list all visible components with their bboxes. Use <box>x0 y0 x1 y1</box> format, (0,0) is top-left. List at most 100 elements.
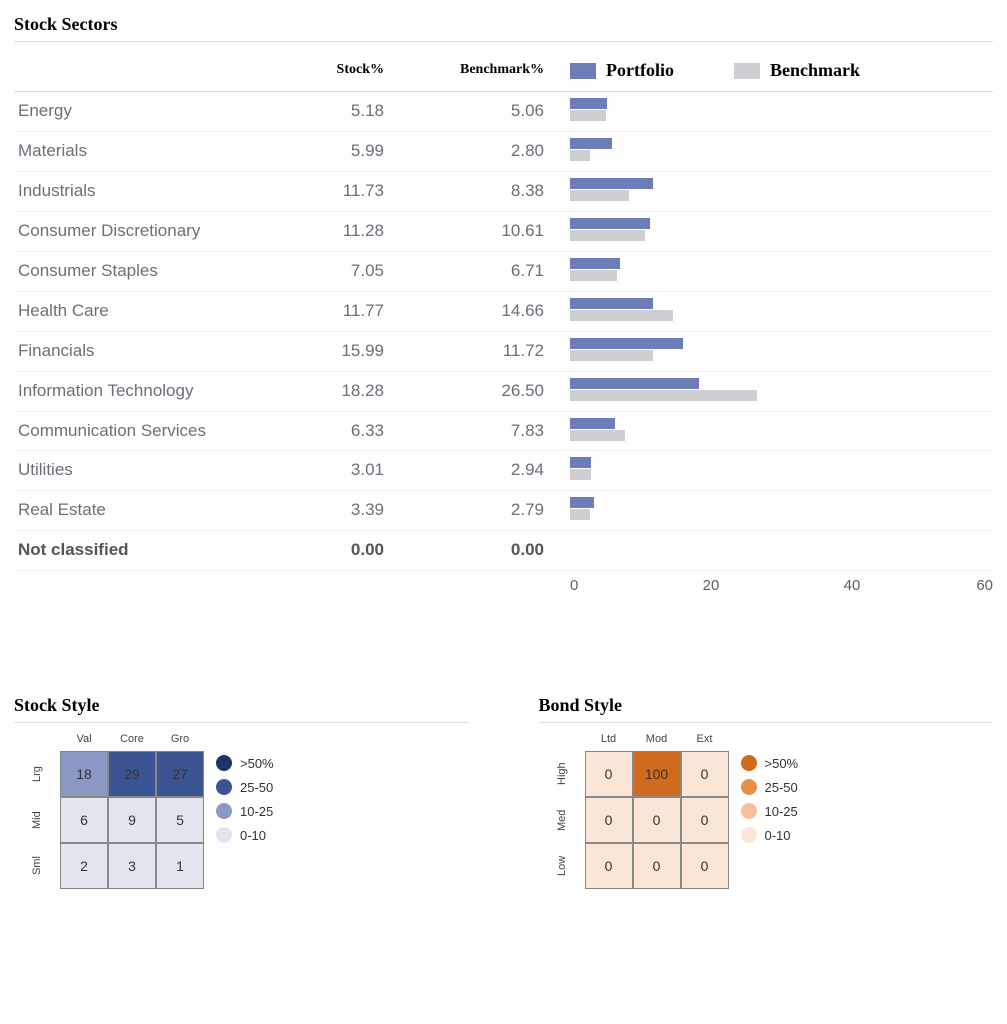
sector-bar-cell <box>554 132 993 172</box>
bond-style-grid: 01000000000 <box>585 751 729 889</box>
legend-label: 10-25 <box>765 804 798 819</box>
sector-bar-cell <box>554 412 993 452</box>
sector-bar-cell <box>554 172 993 212</box>
sector-stock-pct: 18.28 <box>264 372 394 412</box>
sector-stock-pct: 7.05 <box>264 252 394 292</box>
sector-benchmark-pct: 2.80 <box>394 132 554 172</box>
sector-bar-cell <box>554 491 993 531</box>
sector-benchmark-pct: 14.66 <box>394 292 554 332</box>
stylebox-legend-item: 25-50 <box>741 779 799 795</box>
portfolio-bar <box>570 178 653 189</box>
stylebox-cell: 0 <box>633 797 681 843</box>
sector-benchmark-pct: 5.06 <box>394 92 554 132</box>
stylebox-cell: 6 <box>60 797 108 843</box>
sector-name: Communication Services <box>14 412 264 452</box>
sector-benchmark-pct: 7.83 <box>394 412 554 452</box>
portfolio-swatch <box>570 63 596 79</box>
legend-benchmark: Benchmark <box>734 60 860 81</box>
sector-benchmark-pct: 0.00 <box>394 531 554 571</box>
stylebox-cell: 100 <box>633 751 681 797</box>
legend-benchmark-label: Benchmark <box>770 60 860 81</box>
stock-style-y-labels: LrgMidSml <box>14 751 60 889</box>
sectors-x-axis: 0204060 <box>554 571 993 605</box>
legend-label: >50% <box>765 756 799 771</box>
sector-stock-pct: 6.33 <box>264 412 394 452</box>
axis-tick: 0 <box>570 577 578 594</box>
axis-tick: 60 <box>976 577 993 594</box>
sectors-title: Stock Sectors <box>14 14 993 42</box>
stylebox-legend-item: 10-25 <box>741 803 799 819</box>
benchmark-bar <box>570 469 591 480</box>
legend-dot-icon <box>216 755 232 771</box>
legend-label: 0-10 <box>765 828 791 843</box>
sector-benchmark-pct: 8.38 <box>394 172 554 212</box>
sector-name: Real Estate <box>14 491 264 531</box>
sector-stock-pct: 15.99 <box>264 332 394 372</box>
sector-stock-pct: 0.00 <box>264 531 394 571</box>
stock-style-x-labels: ValCoreGro <box>60 733 204 751</box>
stylebox-cell: 0 <box>585 843 633 889</box>
stylebox-x-label: Val <box>60 733 108 751</box>
benchmark-bar <box>570 390 757 401</box>
stylebox-cell: 0 <box>681 751 729 797</box>
sector-name: Industrials <box>14 172 264 212</box>
portfolio-bar <box>570 457 591 468</box>
sector-name: Information Technology <box>14 372 264 412</box>
stylebox-cell: 1 <box>156 843 204 889</box>
stylebox-cell: 0 <box>585 797 633 843</box>
stylebox-x-label: Gro <box>156 733 204 751</box>
sector-name: Consumer Discretionary <box>14 212 264 252</box>
stylebox-cell: 3 <box>108 843 156 889</box>
portfolio-bar <box>570 378 699 389</box>
col-stock-header: Stock% <box>264 50 394 92</box>
axis-tick: 40 <box>844 577 861 594</box>
sector-name: Consumer Staples <box>14 252 264 292</box>
stylebox-legend-item: 25-50 <box>216 779 274 795</box>
stylebox-y-label: Med <box>539 797 585 843</box>
stylebox-cell: 9 <box>108 797 156 843</box>
sector-benchmark-pct: 6.71 <box>394 252 554 292</box>
sector-name: Energy <box>14 92 264 132</box>
sector-benchmark-pct: 26.50 <box>394 372 554 412</box>
sector-bar-cell <box>554 212 993 252</box>
sector-bar-cell <box>554 332 993 372</box>
sector-benchmark-pct: 2.79 <box>394 491 554 531</box>
stock-style-grid: 182927695231 <box>60 751 204 889</box>
stylebox-cell: 0 <box>585 751 633 797</box>
stylebox-x-label: Ltd <box>585 733 633 751</box>
portfolio-bar <box>570 258 620 269</box>
col-benchmark-header: Benchmark% <box>394 50 554 92</box>
portfolio-bar <box>570 138 612 149</box>
stylebox-cell: 0 <box>681 843 729 889</box>
benchmark-bar <box>570 509 590 520</box>
bond-style-y-labels: HighMedLow <box>539 751 585 889</box>
stylebox-legend-item: >50% <box>741 755 799 771</box>
bond-style-block: Bond Style HighMedLow LtdModExt 01000000… <box>539 695 994 889</box>
stylebox-y-label: Sml <box>14 843 60 889</box>
stylebox-cell: 18 <box>60 751 108 797</box>
benchmark-bar <box>570 310 673 321</box>
stylebox-y-label: Lrg <box>14 751 60 797</box>
sector-bar-cell <box>554 531 993 571</box>
legend-portfolio-label: Portfolio <box>606 60 674 81</box>
stylebox-y-label: Low <box>539 843 585 889</box>
sector-name: Not classified <box>14 531 264 571</box>
stock-style-title: Stock Style <box>14 695 469 723</box>
sector-stock-pct: 5.99 <box>264 132 394 172</box>
sector-stock-pct: 5.18 <box>264 92 394 132</box>
stylebox-x-label: Core <box>108 733 156 751</box>
benchmark-bar <box>570 150 590 161</box>
sector-bar-cell <box>554 252 993 292</box>
legend-label: 25-50 <box>240 780 273 795</box>
legend-dot-icon <box>216 827 232 843</box>
portfolio-bar <box>570 497 594 508</box>
sector-stock-pct: 11.28 <box>264 212 394 252</box>
stylebox-y-label: Mid <box>14 797 60 843</box>
bond-style-title: Bond Style <box>539 695 994 723</box>
portfolio-bar <box>570 98 607 109</box>
legend-dot-icon <box>741 827 757 843</box>
stylebox-legend-item: 0-10 <box>741 827 799 843</box>
portfolio-bar <box>570 338 683 349</box>
portfolio-bar <box>570 218 650 229</box>
stock-style-legend: >50%25-5010-250-10 <box>216 755 274 843</box>
